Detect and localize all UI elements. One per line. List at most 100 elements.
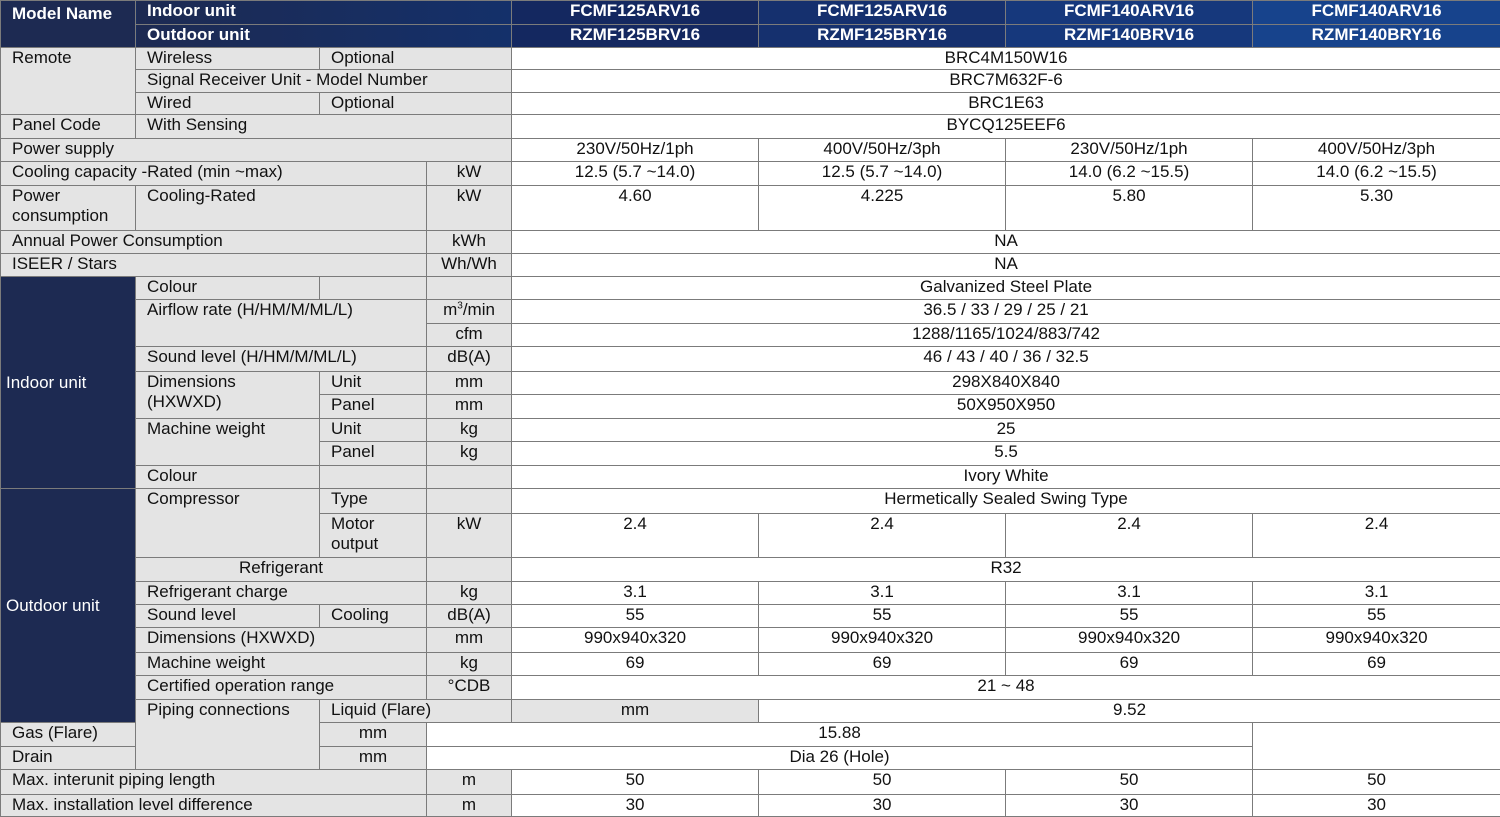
outdoor-sound-1: 55 [511, 604, 760, 629]
refrigerant-charge-3: 3.1 [1005, 581, 1254, 606]
remote-label: Remote [0, 47, 136, 115]
power-consumption-3: 5.80 [1005, 185, 1254, 231]
outdoor-weight-2: 69 [758, 651, 1007, 676]
row-airflow-cfm: cfm 1288/1165/1024/883/742 [1, 323, 1500, 348]
outdoor-sound-3: 55 [1005, 604, 1254, 629]
interunit-length-unit: m [425, 769, 513, 795]
panel-code-label: Panel Code [0, 113, 136, 139]
annual-power-label: Annual Power Consumption [0, 229, 427, 254]
row-refrigerant: Refrigerant R32 [1, 556, 1500, 583]
indoor-sound-value: 46 / 43 / 40 / 36 / 32.5 [511, 346, 1500, 372]
interunit-length-label: Max. interunit piping length [0, 769, 427, 795]
interunit-length-3: 50 [1005, 769, 1254, 795]
row-compressor-type: Outdoor unit Compressor Type Hermeticall… [0, 488, 1500, 724]
indoor-weight-label: Machine weight [135, 417, 320, 467]
indoor-weight-panel-kg: kg [425, 441, 513, 467]
indoor-dim-unit-mm: mm [425, 370, 513, 395]
power-supply-4: 400V/50Hz/3ph [1252, 137, 1500, 163]
wireless-optional-label: Optional [318, 47, 513, 71]
row-annual-power: Annual Power Consumption kWh NA [0, 229, 1500, 254]
wired-label: Wired [135, 91, 320, 115]
level-difference-3: 30 [1005, 793, 1254, 817]
indoor-weight-unit-label: Unit [319, 417, 427, 443]
level-difference-2: 30 [758, 793, 1007, 817]
indoor-dim-unit-label: Unit [319, 370, 427, 395]
wireless-value: BRC4M150W16 [511, 47, 1500, 71]
piping-gas-label: Gas (Flare) [0, 722, 320, 748]
iseer-label: ISEER / Stars [0, 252, 427, 277]
airflow-unit-sup: 3 [457, 300, 463, 312]
annual-power-value: NA [511, 229, 1500, 254]
power-supply-3: 230V/50Hz/1ph [1005, 137, 1254, 163]
cooling-capacity-label: Cooling capacity -Rated (min ~max) [0, 161, 427, 187]
row-level-difference: Max. installation level difference m 30 … [0, 793, 1500, 817]
interunit-length-2: 50 [758, 769, 1007, 795]
refrigerant-charge-1: 3.1 [511, 581, 760, 606]
refrigerant-charge-label: Refrigerant charge [135, 581, 427, 606]
header-row-outdoor: Outdoor unit RZMF125BRV16 RZMF125BRY16 R… [1, 24, 1500, 49]
row-piping-liquid: Piping connections Liquid (Flare) mm 9.5… [1, 698, 1500, 771]
indoor-model-2: FCMF125ARV16 [758, 0, 1007, 26]
wireless-label: Wireless [135, 47, 320, 71]
outdoor-model-2: RZMF125BRY16 [758, 24, 1007, 49]
row-operation-range: Certified operation range °CDB 21 ~ 48 [1, 674, 1500, 700]
header-row-indoor: Model Name Indoor unit FCMF125ARV16 FCMF… [0, 0, 1500, 49]
signal-receiver-label: Signal Receiver Unit - Model Number [134, 69, 513, 93]
outdoor-dimensions-label: Dimensions (HXWXD) [135, 627, 427, 653]
row-interunit-length: Max. interunit piping length m 50 50 50 … [0, 769, 1500, 795]
outdoor-dimensions-4: 990x940x320 [1252, 627, 1500, 653]
iseer-value: NA [511, 252, 1500, 277]
piping-gas-value: 15.88 [425, 722, 1254, 748]
row-iseer: ISEER / Stars Wh/Wh NA [0, 252, 1500, 277]
indoor-dim-panel-mm: mm [425, 393, 513, 419]
level-difference-4: 30 [1252, 793, 1500, 817]
indoor-weight-unit-value: 25 [511, 417, 1500, 443]
indoor-colour2-blank [319, 465, 427, 490]
indoor-unit-header: Indoor unit [134, 0, 513, 26]
refrigerant-value: R32 [511, 556, 1500, 583]
motor-output-2: 2.4 [758, 512, 1007, 558]
row-outdoor-dimensions: Dimensions (HXWXD) mm 990x940x320 990x94… [1, 627, 1500, 653]
piping-liquid-unit: mm [511, 698, 760, 724]
refrigerant-charge-2: 3.1 [758, 581, 1007, 606]
indoor-colour-value: Galvanized Steel Plate [511, 275, 1500, 301]
compressor-label: Compressor [135, 488, 320, 558]
indoor-model-1: FCMF125ARV16 [511, 0, 760, 26]
airflow-label: Airflow rate (H/HM/M/ML/L) [135, 299, 427, 348]
level-difference-label: Max. installation level difference [0, 793, 427, 817]
indoor-dimensions-label: Dimensions (HXWXD) [135, 370, 320, 419]
outdoor-dimensions-3: 990x940x320 [1005, 627, 1254, 653]
power-supply-label: Power supply [0, 137, 513, 163]
indoor-sound-unit: dB(A) [425, 346, 513, 372]
cooling-rated-label: Cooling-Rated [135, 185, 427, 231]
power-consumption-4: 5.30 [1252, 185, 1500, 231]
row-indoor-weight-unit: Machine weight Unit kg 25 [1, 417, 1500, 467]
indoor-colour-unit-blank [425, 275, 513, 301]
outdoor-sound-4: 55 [1252, 604, 1500, 629]
model-name-label: Model Name [0, 0, 136, 49]
outdoor-weight-unit: kg [425, 651, 513, 676]
indoor-sound-label: Sound level (H/HM/M/ML/L) [135, 346, 427, 372]
cooling-capacity-4: 14.0 (6.2 ~15.5) [1252, 161, 1500, 187]
panel-sensing-label: With Sensing [134, 113, 513, 139]
row-motor-output: Motor output kW 2.4 2.4 2.4 2.4 [1, 512, 1500, 558]
cooling-capacity-1: 12.5 (5.7 ~14.0) [511, 161, 760, 187]
indoor-model-4: FCMF140ARV16 [1252, 0, 1500, 26]
indoor-weight-unit-kg: kg [425, 417, 513, 443]
row-signal-receiver: Signal Receiver Unit - Model Number BRC7… [1, 69, 1500, 93]
operation-range-unit: °CDB [425, 674, 513, 700]
wired-optional-label: Optional [318, 91, 513, 115]
row-indoor-colour: Indoor unit Colour Galvanized Steel Plat… [0, 275, 1500, 490]
indoor-dim-panel-label: Panel [319, 393, 427, 419]
outdoor-weight-1: 69 [511, 651, 760, 676]
level-difference-1: 30 [511, 793, 760, 817]
outdoor-unit-label: Outdoor unit [0, 488, 136, 724]
outdoor-sound-cooling-label: Cooling [319, 604, 427, 629]
row-indoor-dim-unit: Dimensions (HXWXD) Unit mm 298X840X840 [1, 370, 1500, 419]
outdoor-weight-3: 69 [1005, 651, 1254, 676]
outdoor-sound-unit: dB(A) [425, 604, 513, 629]
outdoor-sound-2: 55 [758, 604, 1007, 629]
row-airflow-m3: Airflow rate (H/HM/M/ML/L) m3/min 36.5 /… [1, 299, 1500, 348]
airflow-unit-m3: m3/min [425, 299, 513, 325]
